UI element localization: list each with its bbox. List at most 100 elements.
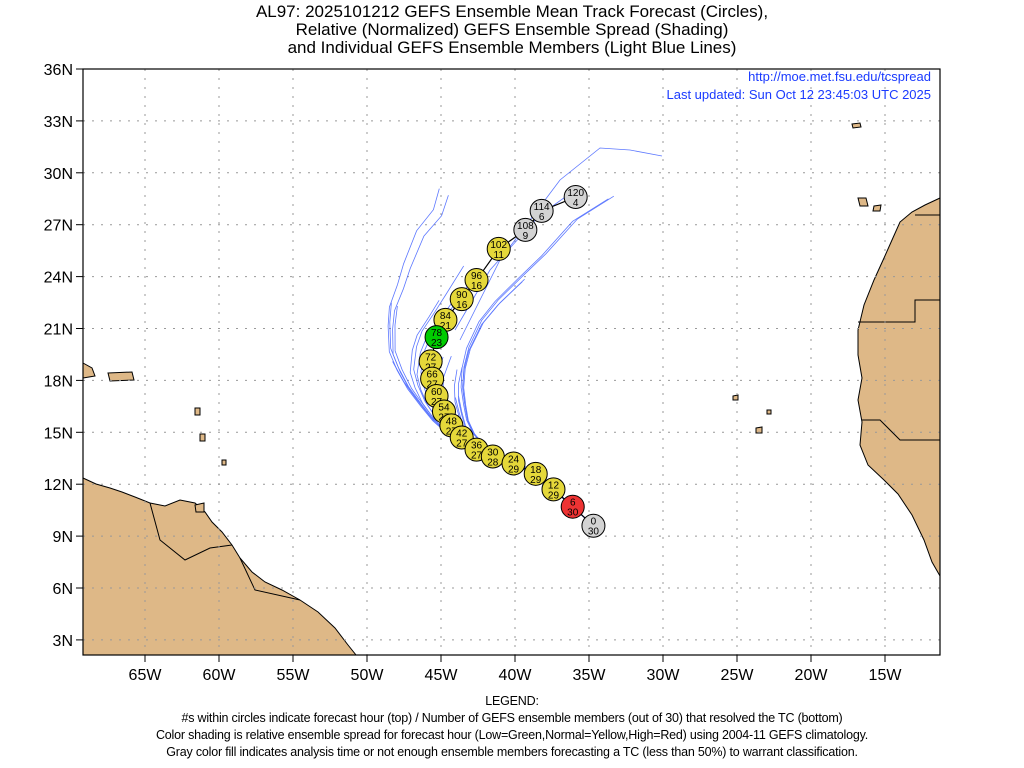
track-circle (563, 185, 588, 210)
forecast-hour-label: 36 (471, 441, 483, 452)
source-url[interactable]: http://moe.met.fsu.edu/tcspread (748, 69, 931, 84)
antilles (194, 407, 201, 416)
y-tick-label: 21N (44, 322, 73, 339)
canary-islands (872, 204, 882, 212)
legend-line-3: Gray color fill indicates analysis time … (166, 745, 858, 759)
x-tick-label: 50W (351, 667, 385, 684)
title-line-1: AL97: 2025101212 GEFS Ensemble Mean Trac… (255, 2, 769, 21)
track-circle (529, 198, 554, 223)
y-tick-label: 3N (53, 633, 73, 650)
forecast-hour-label: 0 (591, 517, 597, 528)
track-circle (513, 217, 538, 242)
map-frame (82, 68, 941, 656)
member-count-label: 11 (494, 250, 505, 261)
axis-ticks: 65W 60W 55W 50W 45W 40W 35W 30W 25W 20W 15W 36N 33N 3… (44, 62, 903, 684)
forecast-hour-label: 30 (487, 448, 499, 459)
y-tick-label: 15N (44, 425, 73, 442)
member-count-label: 23 (431, 338, 443, 349)
track-circle (501, 451, 526, 476)
track-circle (541, 477, 566, 502)
forecast-hour-label: 96 (471, 271, 483, 282)
forecast-hour-label: 66 (427, 370, 439, 381)
x-tick-label: 55W (277, 667, 311, 684)
forecast-hour-label: 24 (508, 454, 520, 465)
legend-line-2: Color shading is relative ensemble sprea… (155, 728, 869, 742)
member-count-label: 27 (471, 451, 483, 462)
forecast-hour-label: 90 (456, 290, 468, 301)
member-count-label: 6 (539, 212, 545, 223)
track-circle (424, 325, 449, 350)
y-tick-label: 9N (53, 529, 73, 546)
member-count-label: 4 (573, 198, 579, 209)
track-circle (486, 236, 511, 261)
forecast-hour-label: 72 (425, 352, 437, 363)
title-line-2: Relative (Normalized) GEFS Ensemble Spre… (295, 20, 729, 39)
track-point: 030 (581, 513, 606, 538)
member-count-label: 9 (523, 231, 529, 242)
y-tick-label: 27N (44, 218, 73, 235)
x-tick-label: 35W (573, 667, 607, 684)
x-tick-label: 60W (203, 667, 237, 684)
canary-islands-2 (857, 197, 869, 207)
x-tick-label: 30W (647, 667, 681, 684)
forecast-hour-label: 120 (567, 188, 584, 199)
track-circle (581, 513, 606, 538)
y-tick-label: 24N (44, 270, 73, 287)
forecast-hour-label: 84 (440, 311, 452, 322)
cape-verde (732, 394, 739, 401)
africa (857, 197, 941, 578)
antilles-2 (199, 433, 206, 442)
member-count-label: 16 (471, 281, 483, 292)
south-america (82, 477, 358, 656)
cape-verde-2 (755, 426, 763, 434)
forecast-hour-label: 42 (456, 428, 468, 439)
forecast-hour-label: 18 (530, 465, 542, 476)
x-tick-label: 15W (869, 667, 903, 684)
mean-track: 1204114610891021196169016842178237227662… (418, 185, 606, 538)
y-tick-label: 30N (44, 166, 73, 183)
forecast-hour-label: 12 (548, 480, 560, 491)
x-tick-label: 40W (499, 667, 533, 684)
member-count-label: 28 (487, 458, 499, 469)
forecast-hour-label: 102 (490, 240, 507, 251)
forecast-hour-label: 6 (570, 498, 576, 509)
member-count-label: 29 (508, 464, 520, 475)
track-circle (523, 461, 548, 486)
madeira (851, 122, 862, 129)
forecast-hour-label: 48 (446, 416, 458, 427)
y-tick-label: 6N (53, 581, 73, 598)
border-lines-africa (858, 299, 940, 323)
ensemble-member-line (459, 147, 663, 341)
member-count-label: 29 (530, 475, 542, 486)
forecast-hour-label: 54 (438, 403, 450, 414)
last-updated: Last updated: Sun Oct 12 23:45:03 UTC 20… (666, 87, 931, 102)
border-lines-sa-2 (239, 557, 301, 601)
forecast-hour-label: 78 (431, 328, 443, 339)
legend-line-1: #s within circles indicate forecast hour… (181, 711, 843, 725)
track-point: 630 (560, 494, 585, 519)
member-count-label: 21 (440, 321, 452, 332)
member-count-label: 29 (548, 490, 560, 501)
border-lines-africa-3 (862, 419, 940, 441)
member-count-label: 30 (567, 508, 579, 519)
x-tick-label: 20W (795, 667, 829, 684)
member-count-label: 27 (456, 438, 468, 449)
antilles-3 (221, 459, 227, 466)
forecast-hour-label: 114 (534, 202, 550, 213)
x-tick-label: 45W (425, 667, 459, 684)
forecast-hour-label: 108 (517, 221, 534, 232)
puerto-rico (107, 371, 135, 382)
member-count-label: 30 (588, 527, 600, 538)
land (82, 122, 941, 656)
